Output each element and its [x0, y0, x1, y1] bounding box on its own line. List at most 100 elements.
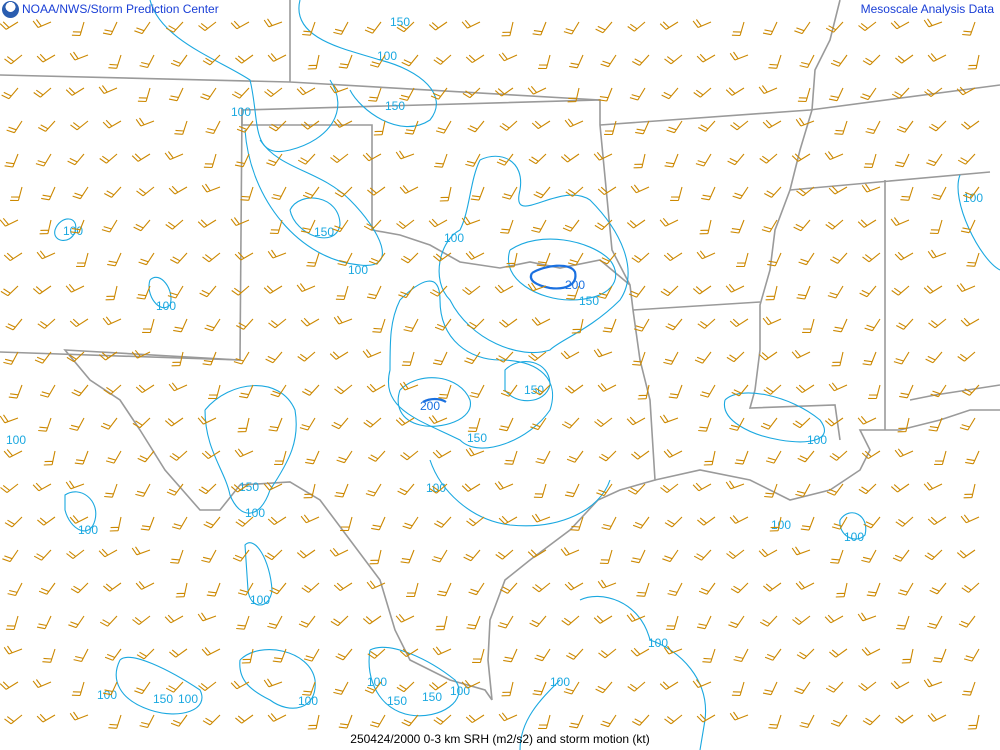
wind-barb: [234, 153, 250, 168]
contour-line: [298, 0, 437, 127]
wind-barb: [868, 384, 881, 400]
wind-barb: [368, 450, 386, 462]
wind-barb: [897, 417, 910, 433]
wind-barb: [461, 483, 481, 492]
wind-barb: [164, 151, 184, 161]
wind-barb: [924, 87, 943, 98]
wind-barb: [692, 482, 712, 492]
wind-barb: [896, 120, 914, 133]
wind-barb: [268, 120, 287, 132]
wind-barb: [498, 52, 518, 62]
wind-barb: [36, 250, 56, 260]
wind-barb: [465, 447, 485, 457]
wind-barb: [201, 549, 217, 563]
wind-barb: [467, 417, 481, 433]
wind-barb: [464, 351, 481, 365]
wind-barb: [828, 87, 844, 102]
wind-barb: [395, 417, 415, 426]
contour-label: 100: [807, 433, 827, 447]
wind-barb: [43, 450, 56, 466]
wind-barb: [561, 615, 580, 626]
wind-barb: [831, 351, 844, 367]
wind-barb: [103, 582, 122, 592]
wind-barb: [137, 87, 151, 103]
wind-barb: [892, 549, 910, 562]
wind-barb: [168, 87, 184, 102]
wind-barb: [758, 548, 778, 558]
wind-barb: [901, 648, 914, 664]
wind-barb: [364, 681, 382, 694]
wind-barb: [104, 648, 122, 661]
wind-barb: [500, 582, 518, 594]
wind-barb: [435, 615, 448, 631]
wind-barb: [338, 54, 353, 69]
wind-barb: [33, 87, 52, 98]
wind-barb: [169, 648, 188, 658]
contour-label: 100: [648, 636, 668, 650]
wind-barb: [957, 351, 976, 362]
contour-label: 100: [78, 523, 98, 537]
wind-barb: [266, 153, 283, 167]
wind-barb: [699, 219, 712, 235]
contour-label: 100: [771, 518, 791, 532]
wind-barb: [563, 21, 580, 35]
contour-line: [387, 280, 554, 449]
contour-label: 150: [467, 431, 487, 445]
wind-barb: [233, 351, 250, 365]
wind-barb: [170, 549, 184, 564]
wind-barb: [264, 549, 283, 561]
wind-barb: [632, 54, 650, 66]
wind-barb: [730, 582, 749, 594]
wind-barb: [626, 613, 646, 623]
wind-barb: [373, 120, 386, 136]
wind-barb: [296, 283, 316, 293]
wind-barb: [164, 417, 184, 427]
wind-barb: [70, 120, 89, 131]
wind-barb: [400, 252, 419, 264]
contour-label: 100: [231, 105, 251, 119]
wind-barb: [404, 120, 419, 135]
wind-barb: [71, 384, 89, 397]
wind-barb: [758, 351, 778, 361]
wind-barb: [833, 318, 848, 333]
wind-barb: [69, 318, 89, 328]
wind-barb: [626, 219, 646, 229]
wind-barb: [601, 516, 617, 531]
wind-barb: [133, 219, 151, 232]
wind-barb: [332, 219, 349, 233]
wind-barb: [597, 186, 617, 196]
wind-barb: [595, 681, 613, 694]
wind-barb: [470, 186, 485, 201]
wind-barb: [270, 384, 287, 398]
wind-barb: [695, 153, 712, 167]
wind-barb: [396, 219, 415, 230]
wind-barb: [759, 153, 778, 164]
wind-barb: [135, 117, 155, 127]
wind-barb: [767, 252, 782, 267]
wind-barb: [632, 351, 646, 366]
wind-barb: [268, 417, 283, 432]
wind-barb: [635, 120, 650, 135]
wind-barb: [960, 514, 980, 524]
wind-barb: [203, 516, 221, 529]
noaa-logo: [2, 1, 19, 18]
wind-barb: [762, 681, 778, 696]
wind-barb: [131, 349, 151, 359]
wind-barb: [569, 714, 584, 729]
arkansas-border: [599, 84, 1000, 311]
contour-line: [204, 385, 297, 514]
wind-barb: [960, 219, 976, 234]
wind-barb: [762, 21, 778, 36]
wind-barb: [396, 21, 415, 33]
wind-barb: [696, 713, 716, 723]
wind-barb: [3, 351, 19, 365]
wind-barb: [170, 714, 188, 727]
wind-barb: [136, 186, 155, 197]
wind-barb: [369, 549, 382, 565]
wind-barb: [602, 318, 617, 333]
wind-barb: [727, 153, 745, 166]
contour-label: 100: [250, 593, 270, 607]
wind-barb: [433, 252, 452, 262]
wind-barb: [307, 714, 320, 730]
wind-barb: [799, 54, 815, 69]
